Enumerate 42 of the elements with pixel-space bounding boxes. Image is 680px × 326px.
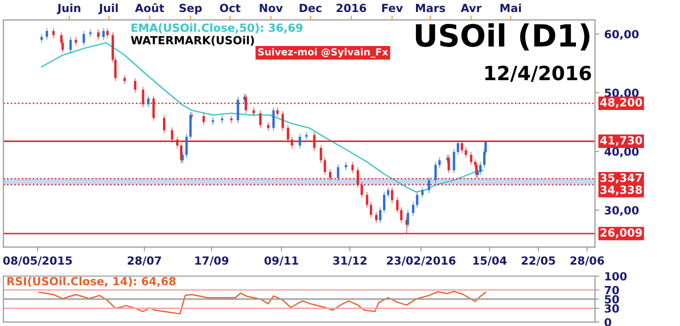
series-label: RSI(USOil.Close, 14): 64,68 <box>7 276 176 287</box>
y-tick-label: 70 <box>604 286 619 294</box>
y-tick-label: 60,00 <box>604 30 639 40</box>
ref-line-label: 35,347 <box>600 174 642 184</box>
x-tick-label: 28/07 <box>128 256 161 266</box>
y-tick-label: 50 <box>604 295 619 304</box>
text: 12/4/2016 <box>485 66 591 82</box>
y-tick-label: 30 <box>604 304 619 313</box>
x2-tick-label: 2016 <box>336 4 366 12</box>
ref-line-label: 34,338 <box>600 186 642 196</box>
x2-tick-label: Dec <box>300 4 322 12</box>
x2-tick-label: Sep <box>180 4 202 14</box>
x-tick-label: 28/06 <box>570 256 604 266</box>
ref-line-label: 26,009 <box>600 228 642 238</box>
x2-tick-label: Avr <box>460 4 482 12</box>
line-series <box>38 290 486 314</box>
x2-tick-label: Mars <box>416 4 446 12</box>
series-label: EMA(USOil.Close,50): 36,69 <box>132 23 302 34</box>
x2-tick-label: Juil <box>98 4 118 14</box>
x2-tick-label: Fev <box>382 4 403 12</box>
x-tick-label: 17/09 <box>195 256 228 266</box>
x2-tick-label: Oct <box>220 4 240 12</box>
y-tick-label: 0 <box>604 318 612 326</box>
y-tick-label: 40,00 <box>604 147 639 158</box>
ref-line-label: 48,200 <box>600 98 642 108</box>
ref-line-label: 41,730 <box>600 136 642 146</box>
x2-tick-label: Août <box>134 3 164 12</box>
y-tick-label: 100 <box>605 272 627 280</box>
annotation: WATERMARK(USOil) <box>130 36 254 46</box>
chart-title: USOil (D1) <box>416 23 590 51</box>
x-tick-label: 15/04 <box>473 256 507 266</box>
x2-tick-label: Juin <box>56 4 80 14</box>
x2-tick-label: Mai <box>500 4 521 12</box>
x-tick-label: 31/12 <box>333 256 366 266</box>
candlestick <box>267 121 270 132</box>
y-tick-label: 30,00 <box>604 206 639 216</box>
x-tick-label: 09/11 <box>264 256 298 266</box>
x-tick-label: 08/05/2015 <box>3 256 72 266</box>
x2-tick-label: Nov <box>260 4 283 12</box>
x-tick-label: 23/02/2016 <box>386 256 456 266</box>
annotation: Suivez-moi @Sylvain_Fx <box>258 48 388 58</box>
x-tick-label: 22/05 <box>522 256 556 266</box>
